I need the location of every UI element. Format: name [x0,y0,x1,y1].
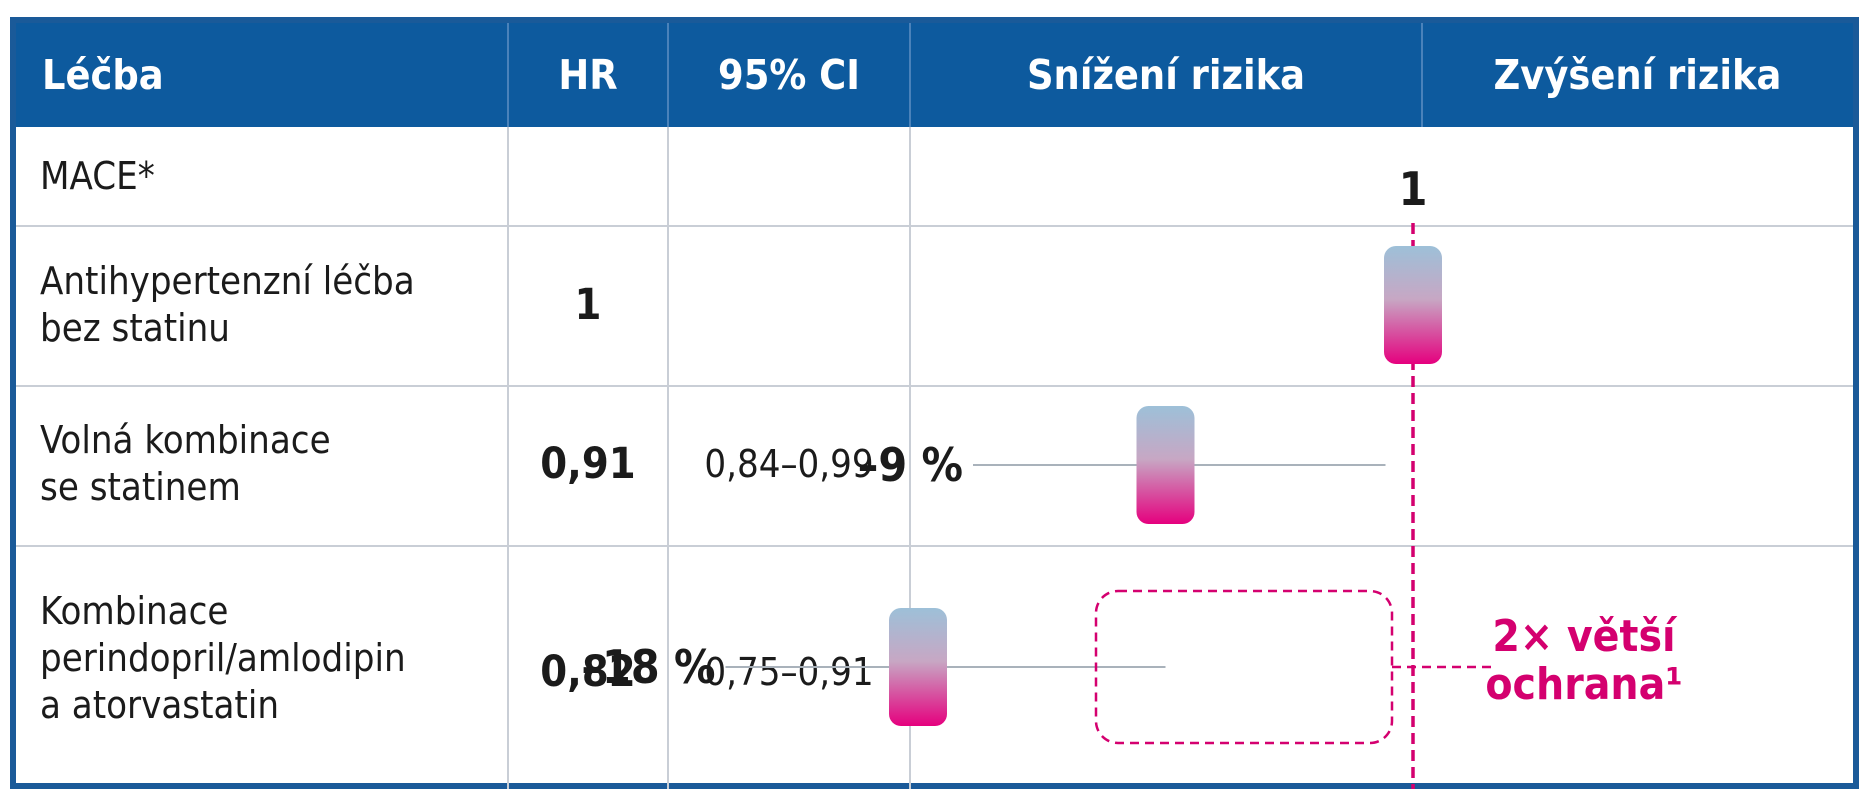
callout-text: ochrana¹ [1485,659,1682,710]
header-risk-increase: Zvýšení rizika [1493,51,1782,99]
ci-value: 0,84–0,99 [704,442,874,486]
row-label-mace: MACE* [40,154,155,198]
row-label-line: bez statinu [40,306,230,350]
forest-plot-table: Léčba HR 95% CI Snížení rizika Zvýšení r… [10,17,1859,789]
column-divider [909,127,911,789]
column-divider [667,127,669,789]
header-divider [507,23,509,127]
column-divider [507,127,509,789]
risk-change-label: –18 % [581,640,715,694]
row-divider [16,545,1853,547]
row-divider [16,225,1853,227]
header-hr: HR [558,51,618,99]
ci-value: 0,75–0,91 [704,650,874,694]
header-risk-decrease: Snížení rizika [1026,51,1305,99]
header-divider [1421,23,1423,127]
row-label-line: Kombinace [40,589,229,633]
callout-text: 2× větší [1492,611,1678,662]
callout-box [1094,589,1394,745]
hr-value: 1 [574,280,602,330]
reference-label: 1 [1399,162,1428,216]
risk-change-label: –9 % [858,438,963,492]
row-label-line: se statinem [40,465,241,509]
row-label-line: perindopril/amlodipin [40,636,406,680]
header-ci: 95% CI [718,51,860,99]
row-label-line: a atorvastatin [40,683,280,727]
header-divider [667,23,669,127]
header-treatment: Léčba [42,51,164,99]
hr-marker [889,608,947,726]
row-divider [16,385,1853,387]
hr-marker [1136,406,1195,524]
hr-value: 0,91 [540,439,636,489]
row-label-line: Antihypertenzní léčba [40,259,415,303]
table-header [16,23,1853,127]
hr-marker [1384,246,1442,364]
hr-value: 0,82 [540,647,636,697]
row-label-line: Volná kombinace [40,418,331,462]
header-divider [909,23,911,127]
